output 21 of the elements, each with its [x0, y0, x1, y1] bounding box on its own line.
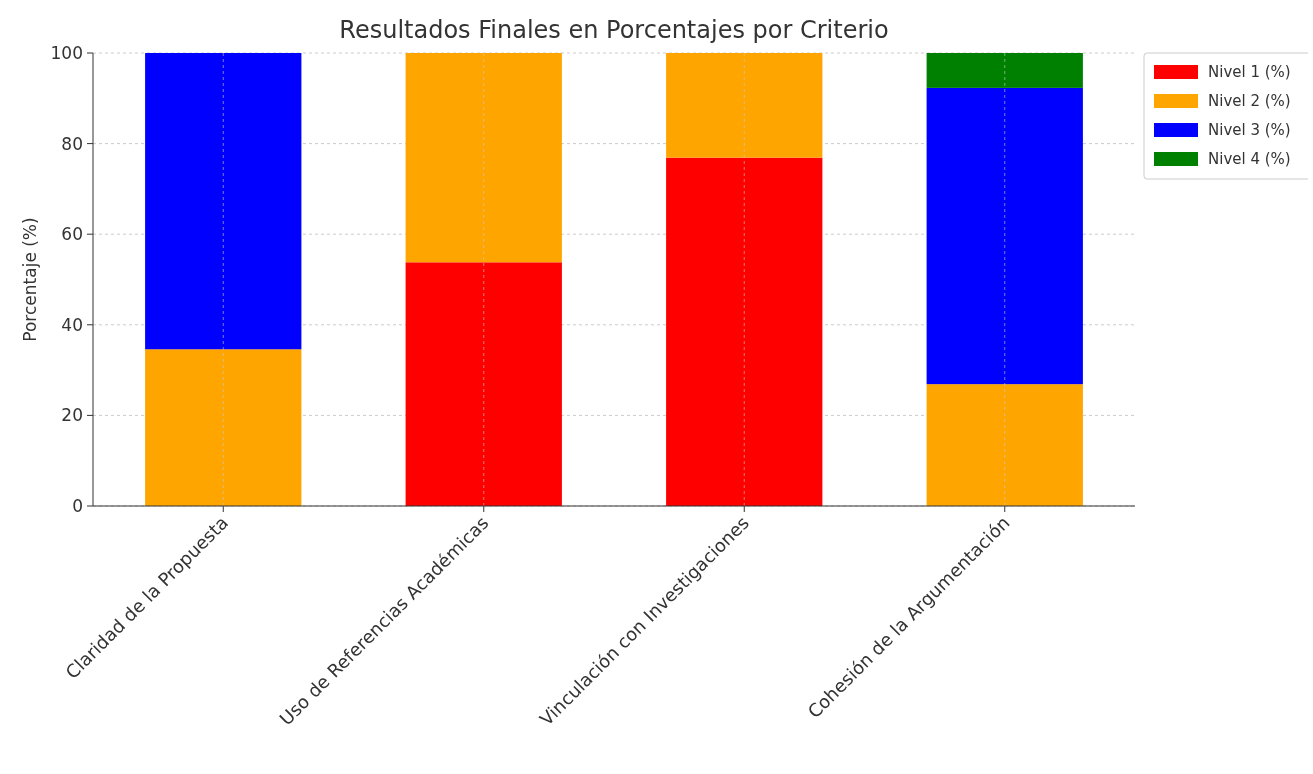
y-tick-label: 40: [61, 314, 83, 335]
bar: [666, 53, 823, 158]
bar: [145, 53, 302, 350]
bar: [405, 262, 562, 506]
bar: [145, 349, 302, 506]
y-tick-label: 60: [61, 224, 83, 245]
y-tick-label: 80: [61, 133, 83, 154]
legend-label: Nivel 4 (%): [1208, 150, 1291, 169]
y-tick-label: 20: [61, 405, 83, 426]
bar: [666, 157, 823, 506]
legend-label: Nivel 2 (%): [1208, 92, 1291, 111]
y-tick-label: 100: [50, 42, 83, 63]
bar: [926, 384, 1083, 506]
bar: [926, 87, 1083, 385]
legend-label: Nivel 3 (%): [1208, 121, 1291, 140]
bar: [926, 53, 1083, 88]
chart-title: Resultados Finales en Porcentajes por Criterio: [339, 16, 889, 44]
bar: [405, 53, 562, 263]
legend-label: Nivel 1 (%): [1208, 63, 1291, 82]
y-tick-label: 0: [72, 495, 83, 516]
y-axis-title: Porcentaje (%): [20, 217, 40, 342]
